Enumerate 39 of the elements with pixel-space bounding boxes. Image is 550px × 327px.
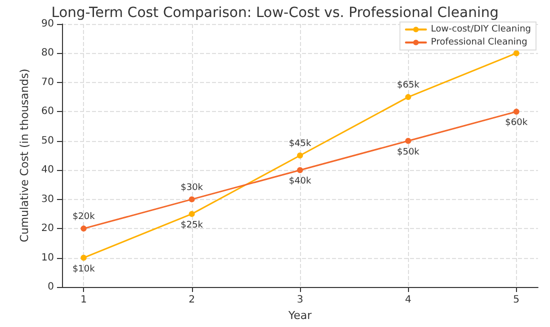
point (297, 152, 303, 158)
x-tick-label: 3 (296, 294, 304, 306)
data-label: $45k (288, 139, 312, 149)
y-tick-label: 10 (41, 252, 54, 264)
y-tick-label: 30 (41, 194, 54, 205)
legend-label: Low-cost/DIY Cleaning (430, 24, 531, 34)
data-label: $10k (72, 264, 96, 274)
legend-label: Professional Cleaning (430, 38, 528, 48)
point (188, 196, 195, 202)
point (80, 254, 87, 261)
data-label: $40k (288, 176, 312, 187)
point (405, 138, 412, 144)
x-tick-label: 4 (404, 294, 412, 306)
data-label: $65k (396, 80, 420, 91)
y-tick-label: 60 (41, 106, 54, 118)
data-label: $60k (505, 118, 528, 128)
y-tick-label: 50 (41, 135, 54, 146)
point (405, 94, 412, 100)
y-tick-label: 80 (41, 48, 54, 59)
y-axis-title: Cumulative Cost (in thousands) (18, 68, 31, 242)
point (297, 167, 303, 174)
y-tick-label: 20 (41, 223, 54, 234)
chart-title: Long-Term Cost Comparison: Low-Cost vs. Professional Cleaning (51, 5, 499, 21)
y-tick-label: 0 (48, 282, 54, 292)
data-label: $50k (396, 147, 420, 158)
point (188, 210, 195, 217)
y-tick-label: 70 (41, 76, 54, 88)
y-tick-label: 90 (41, 18, 54, 30)
point (513, 50, 520, 56)
x-axis-title: Year (287, 308, 312, 322)
x-tick-label: 1 (80, 294, 87, 306)
data-label: $20k (72, 212, 96, 222)
data-label: $25k (180, 220, 204, 230)
x-tick-label: 5 (513, 294, 520, 306)
x-tick-label: 2 (188, 294, 196, 306)
y-tick-label: 40 (41, 164, 54, 176)
data-label: $30k (180, 182, 204, 193)
point (513, 108, 520, 115)
point (80, 226, 87, 232)
